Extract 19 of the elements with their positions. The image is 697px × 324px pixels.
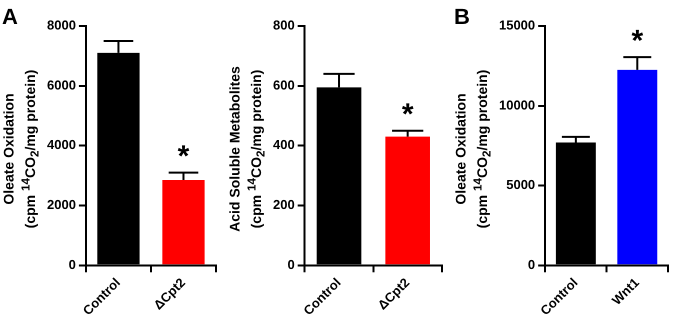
y-tick-label: 0	[528, 256, 536, 272]
y-tick-label: 2000	[47, 197, 76, 212]
y-tick-label: 4000	[47, 137, 76, 152]
y-tick-label: 800	[272, 18, 295, 33]
y-tick-label: 10000	[498, 97, 536, 112]
y-tick-label: 8000	[47, 18, 76, 33]
annotation: *	[402, 98, 414, 131]
y-tick-label: 6000	[47, 77, 76, 92]
y-tick-label: 5000	[506, 177, 536, 192]
y-tick-label: 0	[287, 256, 295, 272]
annotation: *	[178, 140, 190, 173]
annotation: *	[631, 24, 644, 58]
y-tick-label: 15000	[498, 18, 536, 33]
text: B	[454, 4, 470, 30]
text: A	[2, 4, 18, 30]
y-tick-label: 400	[272, 137, 295, 152]
y-tick-label: 0	[68, 256, 76, 272]
y-tick-label: 600	[272, 77, 295, 92]
y-tick-label: 200	[272, 197, 295, 212]
